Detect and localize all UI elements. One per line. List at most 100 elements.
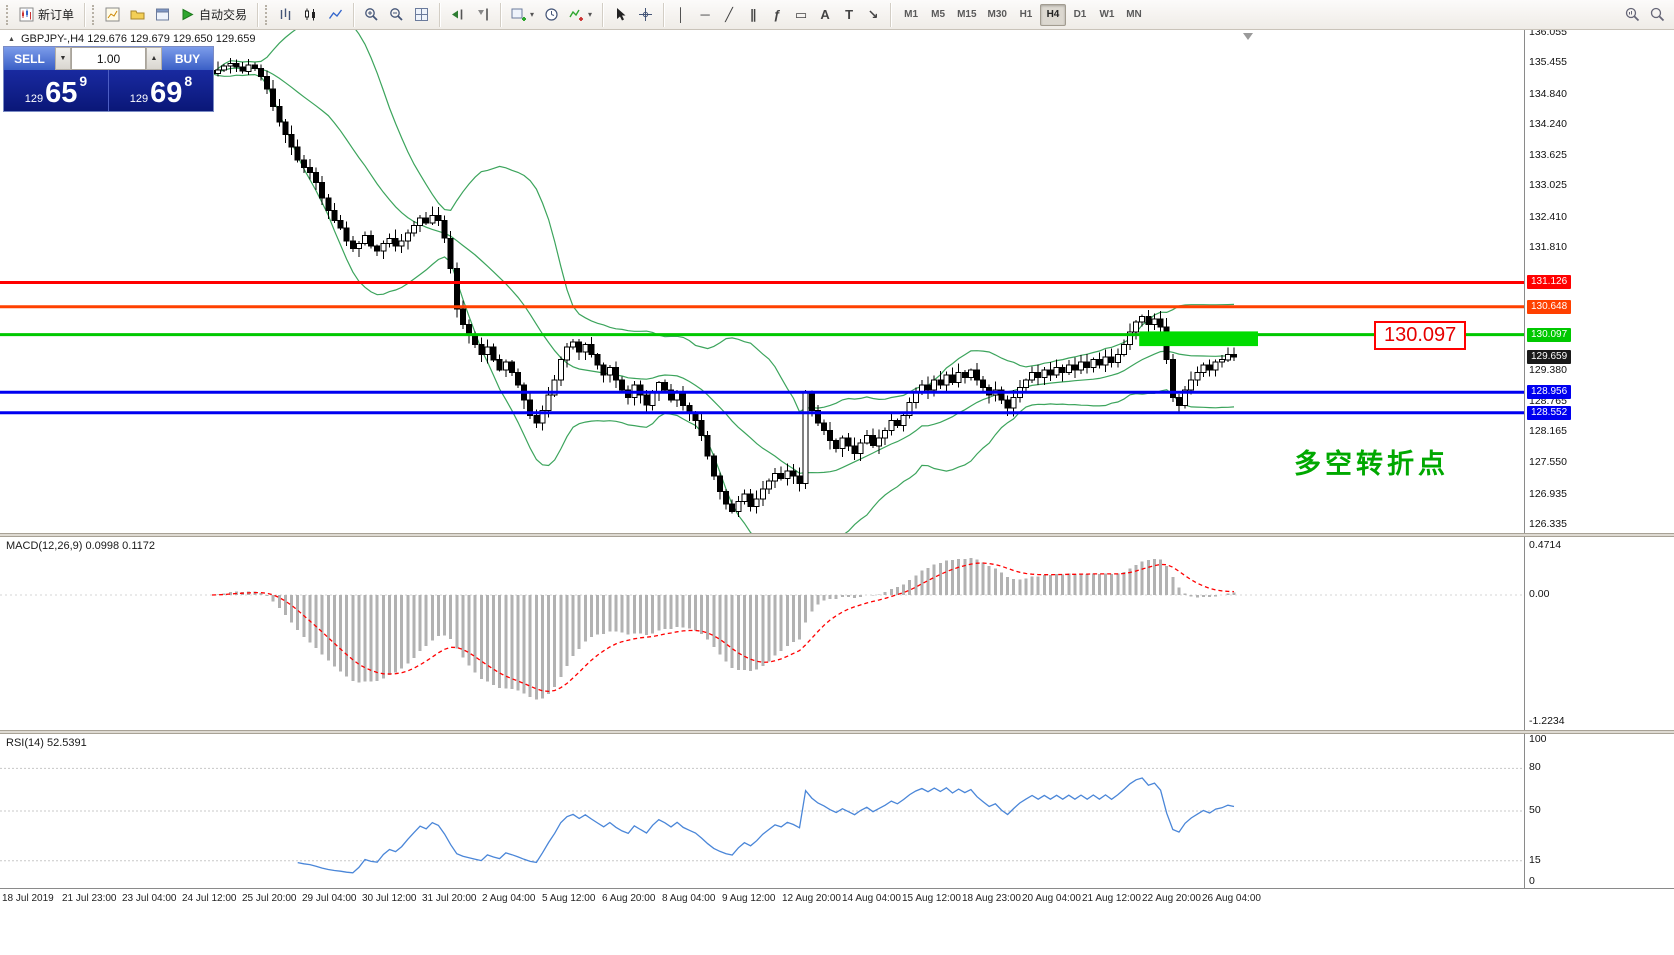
arrows-tool-icon: ↘ bbox=[867, 6, 879, 22]
fibonacci-tool[interactable]: ƒ bbox=[765, 2, 789, 26]
new-chart-button[interactable] bbox=[100, 3, 125, 27]
autotrading-label: 自动交易 bbox=[199, 8, 248, 22]
highlight-rectangle[interactable] bbox=[1139, 331, 1258, 347]
new-window-dropdown-button[interactable]: ▾ bbox=[506, 3, 539, 27]
timeframe-h1-button[interactable]: H1 bbox=[1013, 4, 1039, 26]
toolbar-grip[interactable] bbox=[6, 4, 10, 25]
buy-button[interactable]: BUY bbox=[162, 47, 213, 70]
candles bbox=[209, 57, 1237, 517]
price-chart-panel[interactable] bbox=[0, 30, 1524, 533]
sell-button[interactable]: SELL bbox=[4, 47, 55, 70]
collapse-triangle-icon[interactable]: ▲ bbox=[8, 36, 15, 43]
label-tool-icon: T bbox=[845, 6, 854, 22]
price-axis-label: 133.025 bbox=[1529, 179, 1567, 192]
trendline-tool[interactable]: ╱ bbox=[717, 3, 741, 27]
new-window-icon bbox=[511, 8, 527, 21]
price-level-badge: 131.126 bbox=[1527, 275, 1572, 290]
tile-windows-button[interactable] bbox=[409, 3, 434, 27]
timeframe-m30-button[interactable]: M30 bbox=[983, 4, 1012, 26]
buy-price-display[interactable]: 129 69 8 bbox=[109, 70, 213, 111]
volume-decrease-button[interactable]: ▼ bbox=[55, 47, 71, 70]
shapes-tool[interactable]: ▭ bbox=[789, 3, 813, 27]
channel-tool[interactable]: ∥ bbox=[741, 3, 765, 27]
cursor-tool-button[interactable] bbox=[608, 3, 633, 27]
timeframe-m1-button[interactable]: M1 bbox=[898, 4, 924, 26]
timeframe-w1-button[interactable]: W1 bbox=[1094, 4, 1120, 26]
new-order-button[interactable]: 新订单 bbox=[14, 3, 79, 27]
vertical-line-tool[interactable]: │ bbox=[669, 2, 693, 26]
line-chart-mode-button[interactable] bbox=[323, 3, 348, 27]
profiles-button[interactable] bbox=[125, 3, 150, 27]
quick-zoom-button[interactable] bbox=[1620, 3, 1645, 27]
zoom-in-button[interactable] bbox=[359, 3, 384, 27]
time-axis-label: 29 Jul 04:00 bbox=[302, 893, 357, 904]
time-axis-label: 18 Aug 23:00 bbox=[962, 893, 1021, 904]
panel-divider[interactable] bbox=[0, 730, 1674, 734]
toolbar-grip[interactable] bbox=[265, 4, 269, 25]
ohlc-values: 129.676 129.679 129.650 129.659 bbox=[87, 33, 256, 45]
panel-divider[interactable] bbox=[0, 533, 1674, 537]
sell-price-big: 65 bbox=[45, 77, 78, 109]
label-tool[interactable]: T bbox=[837, 2, 861, 26]
horizontal-line-tool[interactable]: ─ bbox=[693, 2, 717, 26]
sell-price-display[interactable]: 129 65 9 bbox=[4, 70, 109, 111]
volume-input[interactable]: 1.00 bbox=[71, 47, 146, 70]
time-axis[interactable]: 18 Jul 2019 21 Jul 23:00 23 Jul 04:00 24 Ju… bbox=[0, 888, 1674, 912]
autotrading-button[interactable]: 自动交易 bbox=[175, 3, 252, 27]
data-window-icon bbox=[156, 8, 170, 21]
current-price-badge: 129.659 bbox=[1527, 349, 1572, 364]
timeframe-h4-button[interactable]: H4 bbox=[1039, 3, 1066, 26]
arrows-tool[interactable]: ↘ bbox=[861, 3, 885, 27]
zoom-out-button[interactable] bbox=[384, 3, 409, 27]
time-axis-label: 6 Aug 20:00 bbox=[602, 893, 656, 904]
price-axis[interactable]: 136.055 135.455 134.840 134.240 133.625 133.0… bbox=[1524, 26, 1674, 910]
time-axis-label: 24 Jul 12:00 bbox=[182, 893, 237, 904]
toolbar-grip[interactable] bbox=[92, 4, 96, 25]
price-axis-label: 126.935 bbox=[1529, 487, 1567, 500]
timeframe-mn-button[interactable]: MN bbox=[1121, 4, 1147, 26]
time-axis-label: 14 Aug 04:00 bbox=[842, 893, 901, 904]
volume-increase-button[interactable]: ▲ bbox=[146, 47, 162, 70]
sell-price-sup: 9 bbox=[79, 73, 88, 89]
line-chart-icon bbox=[328, 9, 343, 19]
crosshair-tool-button[interactable] bbox=[633, 3, 658, 27]
chart-shift-marker[interactable] bbox=[1243, 33, 1253, 40]
indicators-dropdown-button[interactable]: ▾ bbox=[564, 3, 597, 27]
price-callout-label[interactable]: 130.097 bbox=[1374, 320, 1467, 350]
auto-scroll-button[interactable] bbox=[445, 3, 470, 27]
rsi-panel[interactable] bbox=[0, 734, 1524, 888]
macd-axis-label: -1.2234 bbox=[1529, 715, 1565, 727]
timeframe-m15-button[interactable]: M15 bbox=[952, 4, 981, 26]
annotation-text[interactable]: 多空转折点 bbox=[1294, 449, 1449, 479]
zoom-in-icon bbox=[365, 8, 378, 21]
data-window-button[interactable] bbox=[150, 3, 175, 27]
channel-tool-icon: ∥ bbox=[749, 6, 757, 22]
dropdown-caret-icon: ▾ bbox=[530, 9, 535, 19]
one-click-trading-panel: SELL ▼ 1.00 ▲ BUY 129 65 9 129 69 8 bbox=[3, 46, 214, 112]
bollinger-band-line bbox=[211, 73, 1235, 533]
macd-panel[interactable] bbox=[0, 537, 1524, 730]
chart-shift-button[interactable] bbox=[470, 3, 495, 27]
timeframe-m5-button[interactable]: M5 bbox=[925, 4, 951, 26]
search-button[interactable] bbox=[1645, 3, 1670, 27]
bar-chart-mode-button[interactable] bbox=[273, 3, 298, 27]
time-axis-label: 12 Aug 20:00 bbox=[782, 893, 841, 904]
chart-ohlc-readout: ▲ GBPJPY-,H4 129.676 129.679 129.650 129… bbox=[8, 33, 255, 45]
new-order-label: 新订单 bbox=[38, 8, 75, 22]
rsi-indicator-label: RSI(14) 52.5391 bbox=[6, 737, 87, 749]
draw-tools-group: │ ─ ╱ ∥ ƒ ▭ A T ↘ bbox=[669, 2, 885, 27]
rsi-axis-label: 15 bbox=[1529, 853, 1541, 866]
clock-icon bbox=[545, 8, 558, 21]
macd-histogram bbox=[216, 558, 1236, 700]
price-axis-label: 128.165 bbox=[1529, 425, 1567, 438]
period-clock-button[interactable] bbox=[539, 3, 564, 27]
timeframe-group: M1 M5 M15 M30 H1 H4 D1 W1 MN bbox=[898, 3, 1147, 26]
text-tool[interactable]: A bbox=[813, 2, 837, 26]
main-toolbar: 新订单 自动交易 bbox=[0, 0, 1674, 30]
bar-chart-icon bbox=[280, 8, 291, 20]
price-axis-label: 132.410 bbox=[1529, 210, 1567, 223]
candlestick-mode-button[interactable] bbox=[298, 3, 323, 27]
time-axis-label: 26 Aug 04:00 bbox=[1202, 893, 1261, 904]
time-axis-label: 22 Aug 20:00 bbox=[1142, 893, 1201, 904]
timeframe-d1-button[interactable]: D1 bbox=[1067, 4, 1093, 26]
